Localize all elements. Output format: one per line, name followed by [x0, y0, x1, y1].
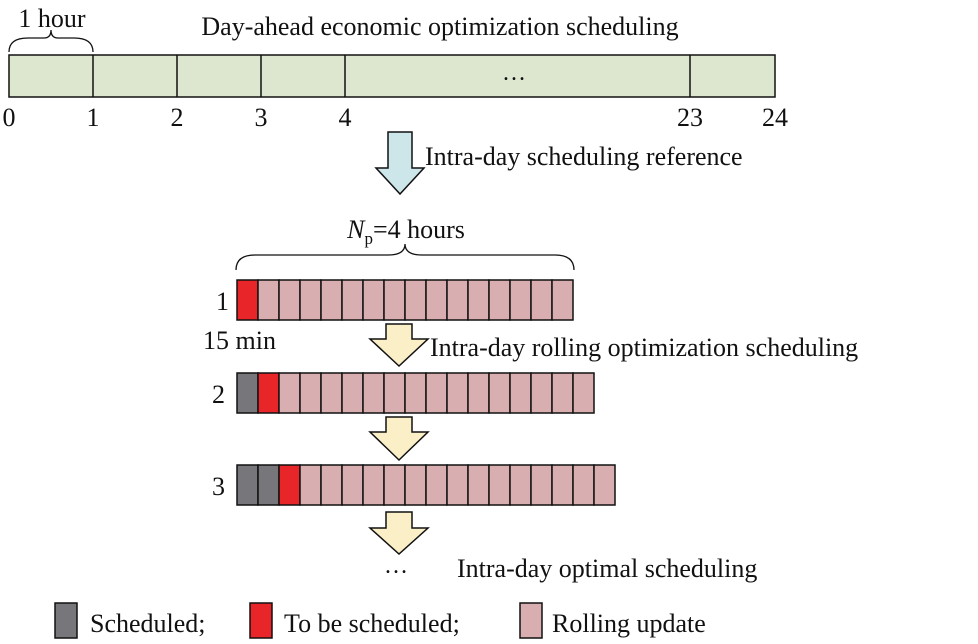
legend-swatch-rolling-update: [519, 602, 543, 639]
tick-label: 4: [339, 103, 352, 132]
tick-label: 24: [762, 103, 788, 132]
horizon-brace: [235, 243, 575, 271]
tick-label: 3: [255, 103, 268, 132]
to-be-scheduled-cell: [257, 372, 280, 414]
rolling-update-cell: [404, 464, 427, 506]
rolling-update-cell: [572, 464, 595, 506]
rolling-update-cell: [341, 464, 364, 506]
scheduled-cell: [236, 372, 259, 414]
tick-label: 23: [677, 103, 703, 132]
tick-label: 0: [3, 103, 16, 132]
final-ellipsis: …: [384, 553, 408, 579]
rolling-window-3: [236, 464, 616, 506]
rolling-update-cell: [551, 464, 574, 506]
rolling-update-cell: [530, 464, 553, 506]
rolling-window-1: [236, 279, 574, 321]
legend-swatch-to-be-scheduled: [249, 602, 273, 639]
scheduled-cell: [236, 464, 259, 506]
hour-label: 1 hour: [18, 4, 86, 33]
horizon-indicator: Np=4 hours: [235, 215, 575, 271]
rolling-update-cell: [362, 279, 385, 321]
tick-label: 2: [171, 103, 184, 132]
legend-label-rolling-update: Rolling update: [552, 609, 706, 638]
rolling-update-cell: [509, 372, 532, 414]
final-arrow-label: Intra-day optimal scheduling: [457, 554, 757, 583]
day-ahead-timeline: 1 hour Day-ahead economic optimization s…: [3, 4, 789, 132]
rolling-update-cell: [299, 372, 322, 414]
rolling-update-cell: [341, 279, 364, 321]
rolling-update-cell: [509, 464, 532, 506]
rolling-update-cell: [488, 464, 511, 506]
rolling-update-cell: [593, 464, 616, 506]
hour-brace: [8, 29, 94, 53]
legend-label-scheduled: Scheduled;: [90, 609, 206, 638]
rolling-update-cell: [425, 372, 448, 414]
horizon-label-var: N: [346, 215, 366, 244]
rolling-update-cell: [299, 464, 322, 506]
rolling-update-cell: [383, 372, 406, 414]
rolling-update-cell: [551, 372, 574, 414]
slot-label: 15 min: [203, 326, 276, 355]
rolling-update-cell: [467, 279, 490, 321]
rolling-update-cell: [278, 279, 301, 321]
row-label: 1: [216, 287, 229, 316]
day-ahead-title: Day-ahead economic optimization scheduli…: [201, 12, 678, 41]
row-label: 2: [212, 380, 225, 409]
rolling-update-cell: [362, 464, 385, 506]
rolling-update-cell: [383, 464, 406, 506]
rolling-update-cell: [362, 372, 385, 414]
rolling-arrow-icon: [368, 416, 430, 462]
legend-swatch-scheduled: [54, 602, 78, 639]
rolling-update-cell: [299, 279, 322, 321]
rolling-window-2: [236, 372, 595, 414]
day-ahead-ellipsis: …: [502, 60, 526, 86]
rolling-update-cell: [572, 372, 595, 414]
rolling-update-cell: [404, 372, 427, 414]
rolling-update-cell: [530, 279, 553, 321]
to-be-scheduled-cell: [236, 279, 259, 321]
rolling-arrow-icon: [368, 511, 430, 556]
horizon-label: Np=4 hours: [346, 215, 465, 248]
rolling-update-cell: [446, 464, 469, 506]
rolling-update-cell: [467, 372, 490, 414]
rolling-update-cell: [320, 279, 343, 321]
legend-label-to-be-scheduled: To be scheduled;: [284, 609, 460, 638]
row-label: 3: [212, 472, 225, 501]
rolling-update-cell: [446, 279, 469, 321]
rolling-update-cell: [278, 372, 301, 414]
rolling-update-cell: [320, 372, 343, 414]
rolling-update-cell: [383, 279, 406, 321]
rolling-arrow-icon: [368, 323, 430, 368]
rolling-update-cell: [341, 372, 364, 414]
rolling-update-cell: [446, 372, 469, 414]
legend: Scheduled; To be scheduled; Rolling upda…: [54, 602, 706, 639]
rolling-update-cell: [551, 279, 574, 321]
rolling-update-cell: [425, 464, 448, 506]
reference-arrow-icon: [374, 131, 426, 196]
rolling-update-cell: [320, 464, 343, 506]
rolling-update-cell: [509, 279, 532, 321]
tick-label: 1: [87, 103, 100, 132]
rolling-update-cell: [488, 279, 511, 321]
rolling-update-cell: [467, 464, 490, 506]
rolling-update-cell: [425, 279, 448, 321]
rolling-update-cell: [257, 279, 280, 321]
horizon-label-rest: =4 hours: [373, 215, 465, 244]
reference-arrow-label: Intra-day scheduling reference: [425, 142, 743, 171]
rolling-arrow-label: Intra-day rolling optimization schedulin…: [430, 333, 858, 362]
to-be-scheduled-cell: [278, 464, 301, 506]
day-ahead-bar: [8, 54, 776, 98]
horizon-label-sub: p: [364, 229, 373, 248]
rolling-update-cell: [530, 372, 553, 414]
scheduled-cell: [257, 464, 280, 506]
rolling-update-cell: [488, 372, 511, 414]
rolling-update-cell: [404, 279, 427, 321]
